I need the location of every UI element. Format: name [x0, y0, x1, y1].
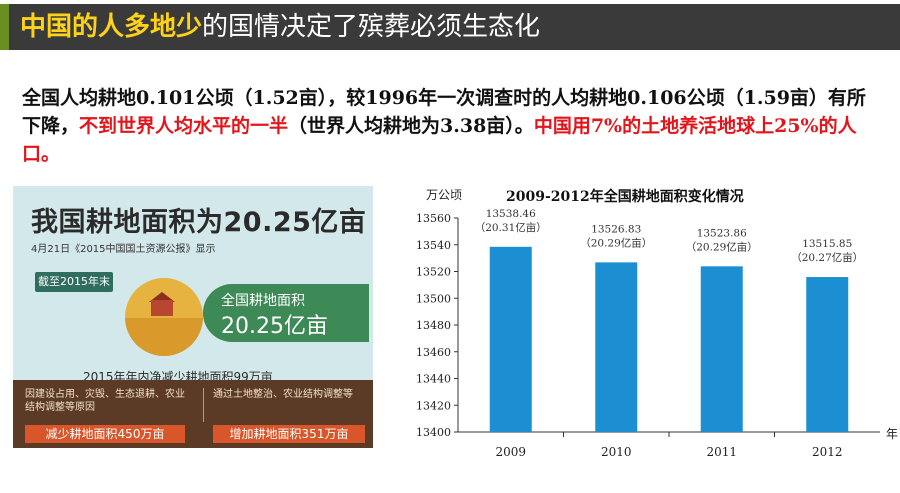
para-part2-red: 不到世界人均水平的一半	[79, 115, 289, 137]
x-tick-label: 2010	[601, 445, 632, 459]
area-label: 全国耕地面积	[221, 293, 305, 309]
data-label-value: 13515.85	[802, 238, 852, 250]
page-title: 中国的人多地少的国情决定了殡葬必须生态化	[20, 10, 540, 44]
y-tick-label: 13460	[416, 346, 451, 359]
field-shape	[125, 318, 203, 356]
farmland-infographic: 我国耕地面积为20.25亿亩 4月21日《2015中国国土资源公报》显示 截至2…	[13, 186, 373, 448]
data-label-sub: （20.27亿亩）	[791, 251, 863, 264]
y-tick-label: 13480	[416, 319, 451, 332]
data-label-value: 13538.46	[486, 208, 536, 220]
increase-result: 增加耕地面积351万亩	[213, 425, 365, 443]
bar-2011	[700, 266, 743, 432]
x-tick-label: 2009	[495, 445, 526, 459]
para-part1: 全国人均耕地0.101公顷（1.52亩），较1996年一次调查时的人均耕地0.1…	[22, 87, 866, 137]
x-tick-label: 2012	[812, 445, 843, 459]
change-panel: 因建设占用、灾毁、生态退耕、农业结构调整等原因 通过土地整治、农业结构调整等 减…	[13, 380, 373, 448]
data-label-value: 13523.86	[697, 227, 747, 239]
y-tick-label: 13560	[416, 212, 451, 225]
infographic-heading: 我国耕地面积为20.25亿亩	[31, 207, 367, 238]
farmland-bar-chart: 13400 13420 13440 13460 13480 13500 13520 13540…	[416, 208, 898, 459]
y-tick-label: 13500	[416, 292, 451, 305]
y-tick-label: 13520	[416, 266, 451, 279]
decrease-result: 减少耕地面积450万亩	[25, 425, 185, 443]
infographic-source: 4月21日《2015中国国土资源公报》显示	[31, 244, 216, 255]
panel-divider	[203, 388, 204, 422]
area-pill: 全国耕地面积 20.25亿亩	[203, 284, 369, 342]
title-highlight: 中国的人多地少	[20, 12, 203, 42]
decrease-reason: 因建设占用、灾毁、生态退耕、农业结构调整等原因	[25, 389, 185, 413]
farm-illustration	[125, 278, 203, 356]
farmhouse-icon	[151, 300, 173, 316]
para-part4-red: 中国用7%的土地养活地球上25%的人口。	[22, 115, 857, 165]
data-label-sub: （20.29亿亩）	[686, 240, 758, 253]
data-label-sub: （20.31亿亩）	[475, 221, 547, 234]
y-tick-label: 13540	[416, 239, 451, 252]
title-rest: 的国情决定了殡葬必须生态化	[202, 12, 541, 42]
chart-title: 2009-2012年全国耕地面积变化情况	[506, 189, 744, 205]
y-tick-label: 13440	[416, 373, 451, 386]
increase-reason: 通过土地整治、农业结构调整等	[213, 389, 353, 400]
x-axis-unit: 年	[886, 427, 898, 441]
data-label-value: 13526.83	[591, 223, 641, 235]
para-part3: （世界人均耕地为3.38亩）。	[288, 115, 534, 137]
chart-y-unit: 万公顷	[426, 188, 463, 202]
year-end-badge: 截至2015年末	[35, 272, 113, 292]
area-value: 20.25亿亩	[221, 314, 328, 339]
bar-2009	[489, 246, 532, 432]
y-tick-label: 13420	[416, 399, 451, 412]
y-tick-label: 13400	[416, 426, 451, 439]
banner-accent	[0, 4, 9, 50]
data-label-sub: （20.29亿亩）	[580, 236, 652, 249]
bar-2012	[806, 277, 849, 432]
x-tick-label: 2011	[706, 445, 737, 459]
bar-2010	[595, 262, 638, 432]
intro-paragraph: 全国人均耕地0.101公顷（1.52亩），较1996年一次调查时的人均耕地0.1…	[22, 84, 882, 168]
title-banner: 中国的人多地少的国情决定了殡葬必须生态化	[0, 4, 900, 50]
farmhouse-roof-icon	[149, 292, 175, 302]
